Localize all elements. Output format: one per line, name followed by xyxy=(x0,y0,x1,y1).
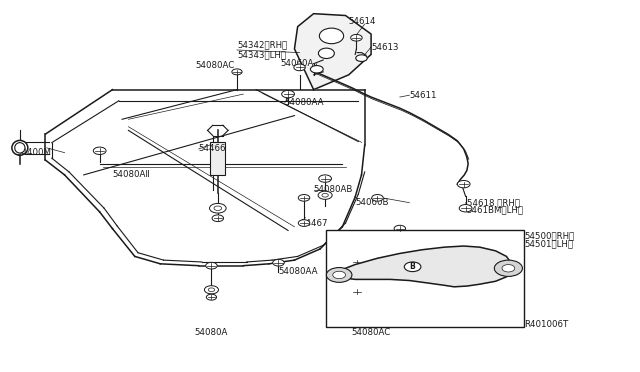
Ellipse shape xyxy=(319,28,344,44)
Circle shape xyxy=(326,267,352,282)
Circle shape xyxy=(354,279,360,282)
Polygon shape xyxy=(294,14,371,90)
Ellipse shape xyxy=(319,48,334,58)
Circle shape xyxy=(318,191,332,199)
Ellipse shape xyxy=(15,142,25,153)
Bar xyxy=(326,231,524,327)
Circle shape xyxy=(214,206,221,211)
Text: 54060A: 54060A xyxy=(280,59,314,68)
Circle shape xyxy=(93,147,106,154)
Circle shape xyxy=(294,64,305,71)
Circle shape xyxy=(208,288,214,292)
Text: R401006T: R401006T xyxy=(524,321,568,330)
Circle shape xyxy=(405,247,412,251)
Text: 54343〈LH〉: 54343〈LH〉 xyxy=(237,50,286,59)
Circle shape xyxy=(460,205,472,212)
Ellipse shape xyxy=(12,140,28,155)
Text: 54618 〈RH〉: 54618 〈RH〉 xyxy=(467,198,520,207)
Text: 5461BM〈LH〉: 5461BM〈LH〉 xyxy=(467,206,524,215)
Circle shape xyxy=(401,245,415,253)
Circle shape xyxy=(351,35,362,41)
Text: 54614: 54614 xyxy=(349,17,376,26)
Text: ( 3): ( 3) xyxy=(394,258,406,267)
Text: 54500〈RH〉: 54500〈RH〉 xyxy=(524,231,575,241)
Text: B: B xyxy=(410,262,415,271)
Text: 54613: 54613 xyxy=(371,42,399,51)
Text: 54376: 54376 xyxy=(406,248,434,257)
Polygon shape xyxy=(336,246,511,287)
Text: 54466: 54466 xyxy=(198,144,226,153)
Circle shape xyxy=(209,203,226,213)
Circle shape xyxy=(273,259,284,266)
Text: 54080AC: 54080AC xyxy=(195,61,235,70)
Text: 54080AC: 54080AC xyxy=(351,328,390,337)
Text: 54080A: 54080A xyxy=(195,328,228,337)
Text: 54080AA: 54080AA xyxy=(278,267,318,276)
Text: 54080AⅡ: 54080AⅡ xyxy=(113,170,150,179)
Circle shape xyxy=(394,225,406,232)
Circle shape xyxy=(319,175,332,182)
Text: 54467: 54467 xyxy=(301,219,328,228)
Circle shape xyxy=(502,264,515,272)
Circle shape xyxy=(212,215,223,222)
Circle shape xyxy=(333,271,346,279)
Circle shape xyxy=(310,65,323,73)
Circle shape xyxy=(458,180,470,188)
Circle shape xyxy=(232,69,242,75)
Circle shape xyxy=(204,286,218,294)
Circle shape xyxy=(351,259,363,265)
Text: 54611: 54611 xyxy=(410,91,437,100)
Circle shape xyxy=(494,260,522,276)
Text: 54501〈LH〉: 54501〈LH〉 xyxy=(524,240,573,249)
Text: 54080AA: 54080AA xyxy=(285,98,324,107)
Circle shape xyxy=(356,55,367,61)
Circle shape xyxy=(282,90,294,98)
Circle shape xyxy=(206,294,216,300)
Circle shape xyxy=(350,276,364,285)
Text: 54080AB: 54080AB xyxy=(314,185,353,194)
Circle shape xyxy=(205,262,217,269)
Circle shape xyxy=(298,195,310,201)
Text: 54060B: 54060B xyxy=(355,198,388,207)
Circle shape xyxy=(322,193,328,197)
Text: 54521: 54521 xyxy=(374,235,402,244)
Text: Ⓑ  081B4-D305M: Ⓑ 081B4-D305M xyxy=(381,250,444,259)
Text: 54400M: 54400M xyxy=(17,148,52,157)
Text: 54342〈RH〉: 54342〈RH〉 xyxy=(237,41,287,50)
Text: 54080B: 54080B xyxy=(397,230,430,239)
Circle shape xyxy=(298,220,310,227)
Circle shape xyxy=(404,262,421,272)
Circle shape xyxy=(372,195,383,201)
Bar xyxy=(210,141,225,175)
Circle shape xyxy=(351,288,363,295)
